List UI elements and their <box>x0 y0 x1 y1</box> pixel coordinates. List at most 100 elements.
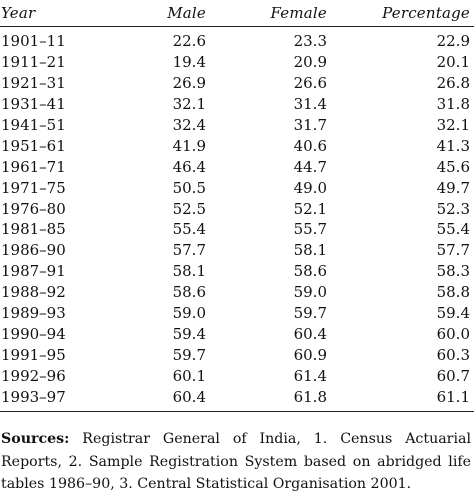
cell-percentage: 58.3 <box>436 262 470 281</box>
cell-female: 52.1 <box>293 199 327 218</box>
cell-female: 55.7 <box>293 220 327 239</box>
cell-year: 1971–75 <box>1 178 66 197</box>
table-row: 1976–80 52.5 52.1 52.3 <box>0 198 474 219</box>
cell-female: 58.6 <box>293 262 327 281</box>
cell-year: 1931–41 <box>1 95 66 114</box>
cell-percentage: 45.6 <box>436 157 470 176</box>
header-year: Year <box>0 0 118 27</box>
cell-male: 19.4 <box>172 53 206 72</box>
cell-year: 1976–80 <box>1 199 66 218</box>
header-percentage: Percentage <box>346 0 474 27</box>
table-row: 1961–71 46.4 44.7 45.6 <box>0 156 474 177</box>
cell-percentage: 58.8 <box>436 283 470 302</box>
cell-percentage: 22.9 <box>436 32 470 51</box>
cell-year: 1941–51 <box>1 116 66 134</box>
table-row: 1991–95 59.7 60.9 60.3 <box>0 344 474 365</box>
cell-male: 57.7 <box>172 241 206 260</box>
cell-year: 1993–97 <box>0 386 118 413</box>
cell-female: 26.6 <box>293 74 327 93</box>
table-row: 1971–75 50.5 49.0 49.7 <box>0 177 474 198</box>
cell-male: 26.9 <box>172 74 206 93</box>
cell-male: 60.4 <box>118 386 220 413</box>
cell-year: 1901–11 <box>1 32 66 51</box>
cell-year: 1951–61 <box>1 136 66 155</box>
cell-male: 59.4 <box>172 324 206 343</box>
cell-percentage: 60.0 <box>436 324 470 343</box>
cell-year: 1921–31 <box>1 74 66 93</box>
cell-percentage: 31.8 <box>436 95 470 114</box>
cell-female: 60.4 <box>293 324 327 343</box>
cell-percentage: 59.4 <box>436 304 470 323</box>
cell-male: 59.0 <box>172 304 206 323</box>
cell-female: 61.8 <box>220 386 346 413</box>
life-expectancy-table: Year Male Female Percentage 1901–11 22.6 2… <box>0 0 474 413</box>
cell-year: 1990–94 <box>1 324 66 343</box>
cell-female: 59.0 <box>293 283 327 302</box>
cell-female: 49.0 <box>293 178 327 197</box>
table-row: 1941–51 32.4 31.7 32.1 <box>0 115 474 136</box>
cell-female: 20.9 <box>293 53 327 72</box>
cell-male: 50.5 <box>172 178 206 197</box>
cell-female: 40.6 <box>293 136 327 155</box>
cell-percentage: 52.3 <box>436 199 470 218</box>
cell-male: 58.6 <box>172 283 206 302</box>
sources-label: Sources: <box>1 431 70 447</box>
cell-male: 60.1 <box>172 366 206 385</box>
cell-male: 46.4 <box>172 157 206 176</box>
cell-male: 59.7 <box>172 345 206 364</box>
table-row: 1992–96 60.1 61.4 60.7 <box>0 365 474 386</box>
cell-year: 1989–93 <box>1 304 66 323</box>
cell-year: 1911–21 <box>1 53 66 72</box>
cell-male: 22.6 <box>172 32 206 51</box>
table-row: 1901–11 22.6 23.3 22.9 <box>0 27 474 52</box>
cell-year: 1961–71 <box>1 157 66 176</box>
table-header-row: Year Male Female Percentage <box>0 0 474 27</box>
cell-male: 52.5 <box>172 199 206 218</box>
cell-female: 60.9 <box>293 345 327 364</box>
cell-year: 1991–95 <box>1 345 66 364</box>
table-row: 1990–94 59.4 60.4 60.0 <box>0 323 474 344</box>
header-female: Female <box>220 0 346 27</box>
table-row: 1988–92 58.6 59.0 58.8 <box>0 282 474 303</box>
cell-year: 1986–90 <box>1 241 66 260</box>
cell-percentage: 49.7 <box>436 178 470 197</box>
cell-percentage: 55.4 <box>436 220 470 239</box>
header-male: Male <box>118 0 220 27</box>
table-row: 1911–21 19.4 20.9 20.1 <box>0 52 474 73</box>
cell-percentage: 20.1 <box>436 53 470 72</box>
table-row: 1987–91 58.1 58.6 58.3 <box>0 261 474 282</box>
cell-male: 55.4 <box>172 220 206 239</box>
cell-male: 41.9 <box>172 136 206 155</box>
cell-percentage: 26.8 <box>436 74 470 93</box>
cell-percentage: 60.3 <box>436 345 470 364</box>
table-row: 1921–31 26.9 26.6 26.8 <box>0 73 474 94</box>
cell-year: 1988–92 <box>1 283 66 302</box>
cell-male: 32.4 <box>172 116 206 134</box>
cell-female: 31.7 <box>293 116 327 134</box>
cell-year: 1987–91 <box>1 262 66 281</box>
sources-text: Registrar General of India, 1. Census Ac… <box>1 431 471 492</box>
table-row: 1986–90 57.7 58.1 57.7 <box>0 240 474 261</box>
table-row: 1981–85 55.4 55.7 55.4 <box>0 219 474 240</box>
cell-percentage: 57.7 <box>436 241 470 260</box>
cell-percentage: 41.3 <box>436 136 470 155</box>
cell-female: 44.7 <box>293 157 327 176</box>
cell-year: 1992–96 <box>1 366 66 385</box>
cell-male: 32.1 <box>172 95 206 114</box>
sources-note: Sources: Registrar General of India, 1. … <box>1 428 471 496</box>
table-row: 1993–97 60.4 61.8 61.1 <box>0 386 474 413</box>
cell-percentage: 60.7 <box>436 366 470 385</box>
cell-percentage: 61.1 <box>346 386 474 413</box>
cell-year: 1981–85 <box>1 220 66 239</box>
cell-female: 61.4 <box>293 366 327 385</box>
cell-female: 59.7 <box>293 304 327 323</box>
table-body: 1901–11 22.6 23.3 22.9 1911–21 19.4 20.9 20.1 19… <box>0 27 474 413</box>
table-row: 1931–41 32.1 31.4 31.8 <box>0 94 474 115</box>
cell-female: 23.3 <box>293 32 327 51</box>
cell-female: 58.1 <box>293 241 327 260</box>
table-row: 1951–61 41.9 40.6 41.3 <box>0 135 474 156</box>
cell-female: 31.4 <box>293 95 327 114</box>
cell-percentage: 32.1 <box>436 116 470 134</box>
table-row: 1989–93 59.0 59.7 59.4 <box>0 303 474 324</box>
